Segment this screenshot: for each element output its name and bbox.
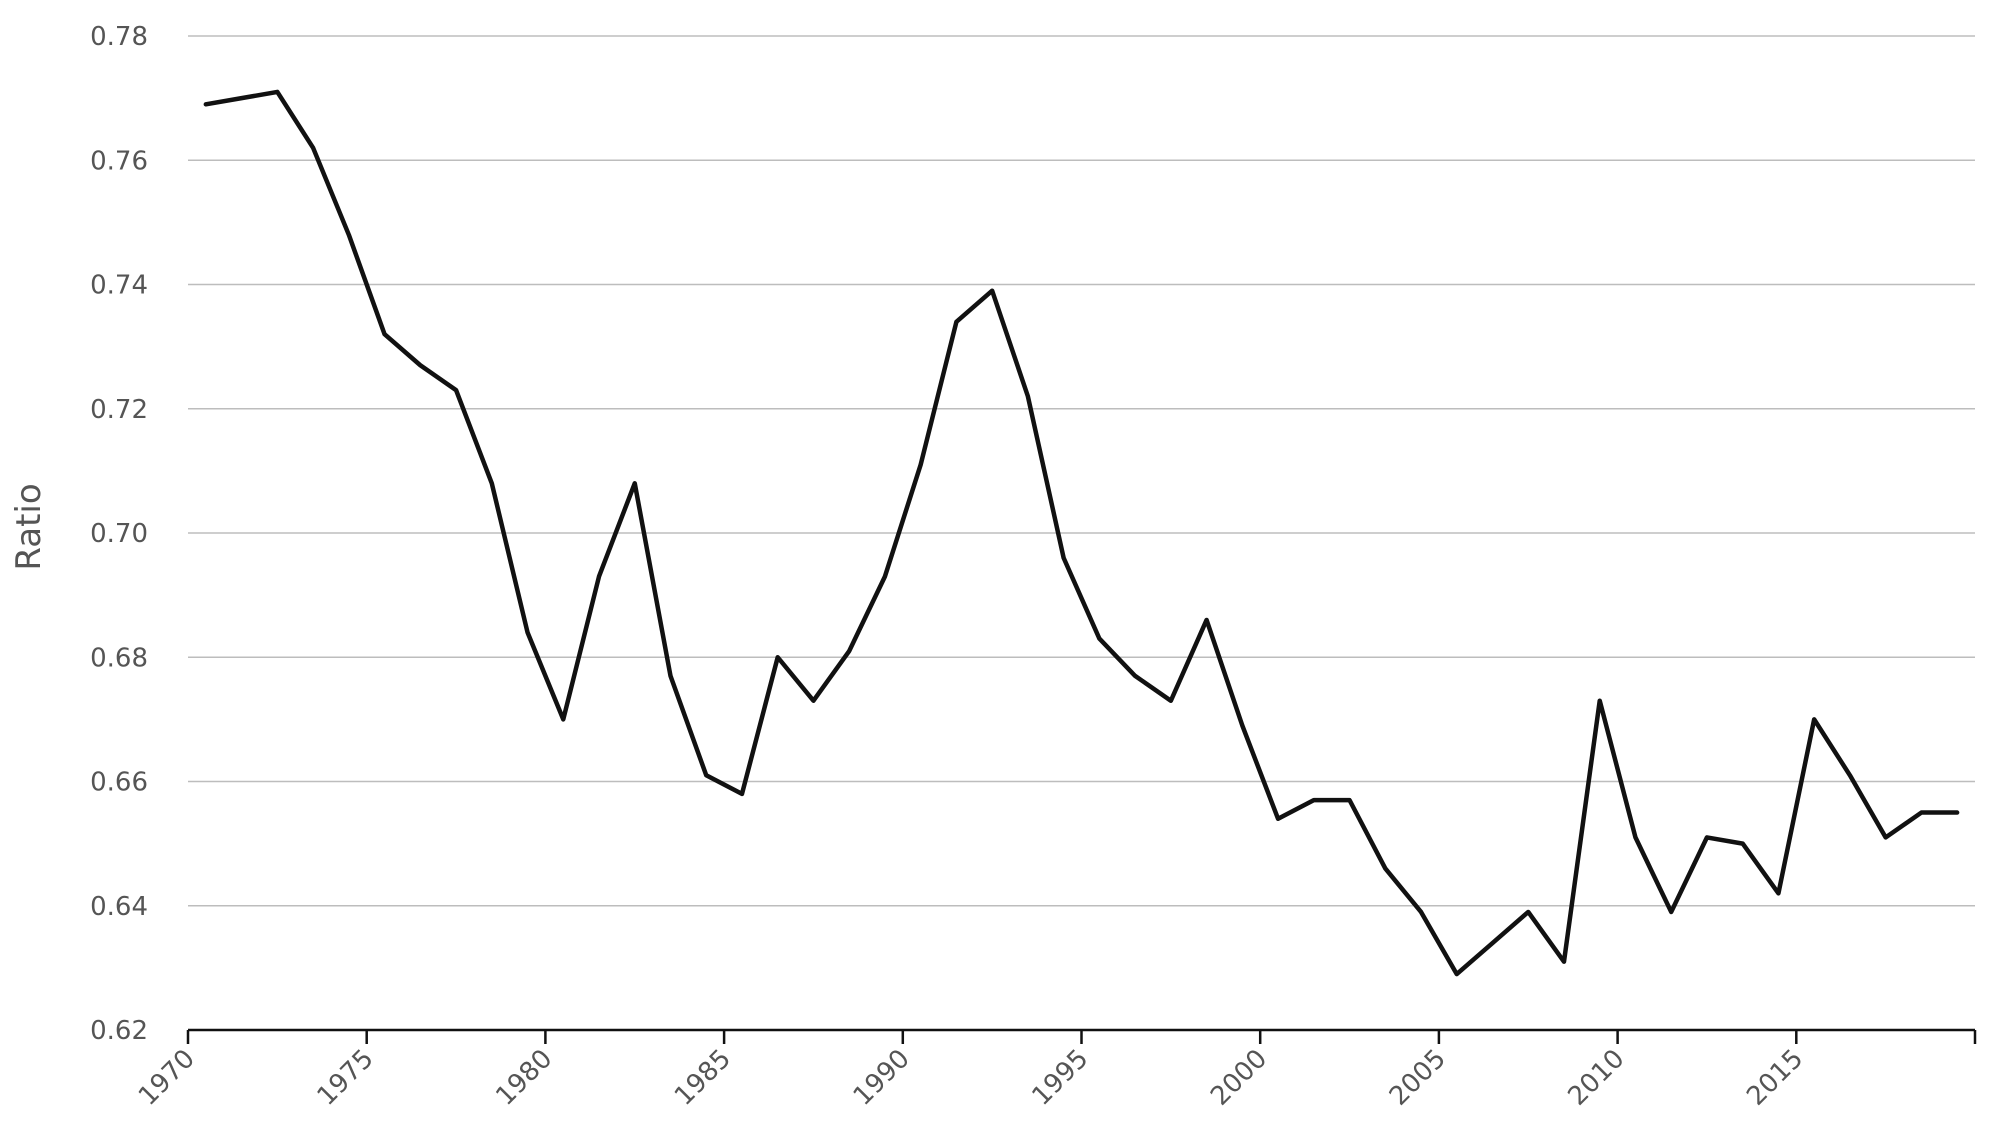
- x-tick-label: 2010: [1563, 1044, 1631, 1112]
- axes: [186, 1028, 1977, 1044]
- x-tick-label: 2005: [1384, 1044, 1452, 1112]
- y-tick-labels: 0.62 0.64 0.66 0.68 0.70 0.72 0.74 0.76 0.78: [90, 22, 148, 1046]
- series-line: [203, 89, 1960, 977]
- y-tick-label: 0.76: [90, 146, 148, 176]
- y-tick-label: 0.70: [90, 519, 148, 549]
- x-tick-label: 2015: [1741, 1044, 1809, 1112]
- x-tick-label: 1995: [1026, 1044, 1094, 1112]
- y-tick-label: 0.72: [90, 395, 148, 425]
- grid-lines: [188, 35, 1975, 907]
- y-tick-label: 0.74: [90, 271, 148, 301]
- x-tick-label: 2000: [1205, 1044, 1273, 1112]
- x-tick-label: 1975: [312, 1044, 380, 1112]
- x-tick-labels: 1970 1975 1980 1985 1990 1995 2000 2005 2010 2015: [133, 1044, 1809, 1112]
- x-tick-label: 1985: [669, 1044, 737, 1112]
- y-tick-label: 0.66: [90, 768, 148, 798]
- y-tick-label: 0.78: [90, 22, 148, 52]
- x-tick-label: 1980: [490, 1044, 558, 1112]
- x-tick-label: 1970: [133, 1044, 201, 1112]
- y-tick-label: 0.62: [90, 1016, 148, 1046]
- y-tick-label: 0.68: [90, 643, 148, 673]
- y-tick-label: 0.64: [90, 892, 148, 922]
- series: [203, 89, 1960, 977]
- y-axis-title: Ratio: [9, 483, 49, 570]
- x-tick-label: 1990: [848, 1044, 916, 1112]
